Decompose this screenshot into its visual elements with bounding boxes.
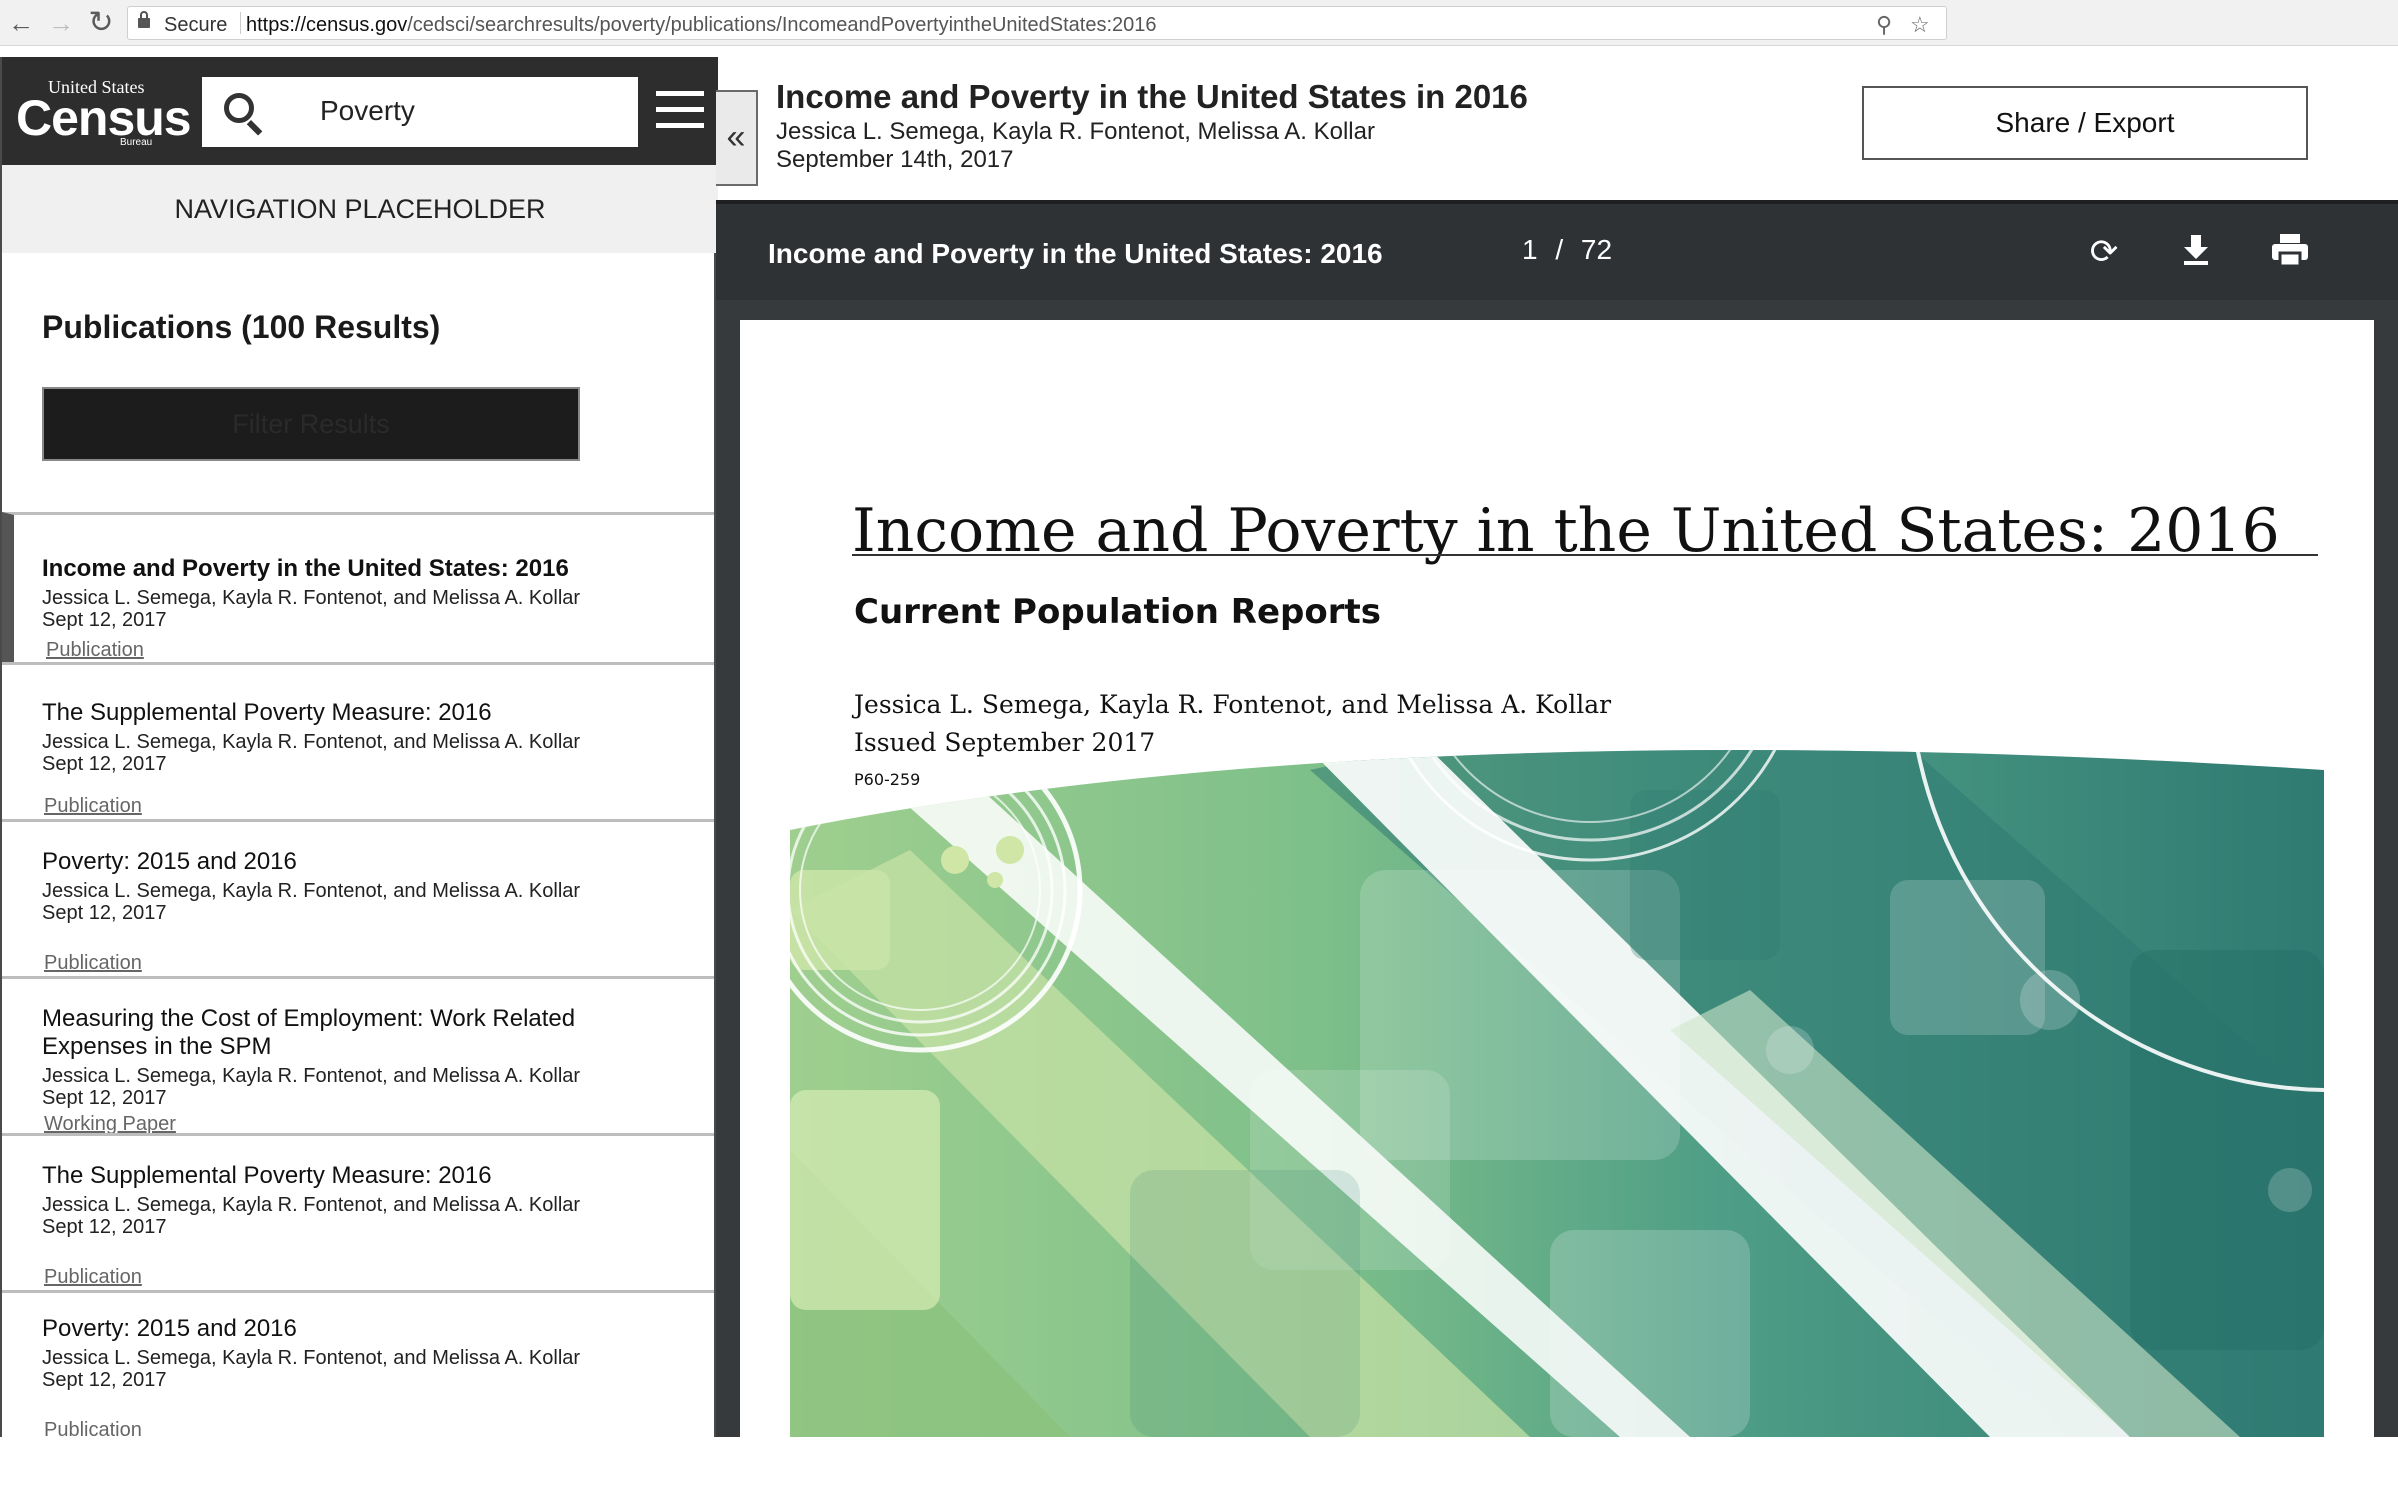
url-text[interactable]: https://census.gov/cedsci/searchresults/… <box>246 14 1157 37</box>
back-icon[interactable]: ← <box>8 8 34 38</box>
cover-artwork <box>790 750 2324 1437</box>
title-rule <box>852 554 2318 556</box>
result-title[interactable]: Poverty: 2015 and 2016 <box>42 1315 297 1342</box>
print-icon[interactable] <box>2270 232 2310 272</box>
site-header: United States Census Bureau Poverty <box>2 57 718 165</box>
search-icon[interactable] <box>224 93 254 123</box>
download-icon[interactable] <box>2176 232 2216 272</box>
collapse-panel-button[interactable]: « <box>716 90 758 186</box>
result-date: Sept 12, 2017 <box>42 1369 167 1391</box>
result-date: Sept 12, 2017 <box>42 1087 167 1109</box>
publications-heading: Publications (100 Results) <box>42 309 441 345</box>
census-logo[interactable]: United States Census Bureau <box>16 77 192 148</box>
forward-icon[interactable]: → <box>48 8 74 38</box>
bookmark-star-icon[interactable]: ☆ <box>1910 12 1930 37</box>
result-item[interactable]: The Supplemental Poverty Measure: 2016 J… <box>2 1133 714 1290</box>
filter-results-button[interactable]: Filter Results <box>42 387 580 461</box>
share-export-button[interactable]: Share / Export <box>1862 86 2308 160</box>
result-authors: Jessica L. Semega, Kayla R. Fontenot, an… <box>42 880 581 902</box>
address-bar[interactable]: Secure https://census.gov/cedsci/searchr… <box>127 6 1947 40</box>
result-item[interactable]: The Supplemental Poverty Measure: 2016 J… <box>2 662 714 819</box>
pdf-viewer: Income and Poverty in the United States:… <box>716 200 2398 1437</box>
total-pages: 72 <box>1580 234 1613 265</box>
result-item[interactable]: Poverty: 2015 and 2016 Jessica L. Semega… <box>2 1290 714 1437</box>
result-type-link[interactable]: Publication <box>44 1266 142 1288</box>
result-authors: Jessica L. Semega, Kayla R. Fontenot, an… <box>42 1194 581 1216</box>
reload-icon[interactable]: ↻ <box>88 6 114 39</box>
document-subtitle: Current Population Reports <box>854 592 1381 632</box>
result-authors: Jessica L. Semega, Kayla R. Fontenot, an… <box>42 1065 581 1087</box>
result-type-link[interactable]: Publication <box>46 639 144 661</box>
result-authors: Jessica L. Semega, Kayla R. Fontenot, an… <box>42 587 581 609</box>
secure-label: Secure <box>164 14 228 36</box>
browser-toolbar: ← → ↻ Secure https://census.gov/cedsci/s… <box>0 0 2398 46</box>
result-type-link[interactable]: Publication <box>44 1419 142 1437</box>
logo-line-bureau: Bureau <box>120 137 153 148</box>
result-date: Sept 12, 2017 <box>42 902 167 924</box>
lock-icon <box>138 11 150 28</box>
zoom-icon[interactable]: ⚲ <box>1876 12 1893 37</box>
search-input[interactable]: Poverty <box>202 77 638 147</box>
pdf-page: Income and Poverty in the United States:… <box>740 320 2374 1437</box>
publication-date: September 14th, 2017 <box>776 146 1014 173</box>
result-title[interactable]: Poverty: 2015 and 2016 <box>42 848 297 875</box>
result-date: Sept 12, 2017 <box>42 753 167 775</box>
result-title[interactable]: Income and Poverty in the United States:… <box>42 555 569 582</box>
result-authors: Jessica L. Semega, Kayla R. Fontenot, an… <box>42 1347 581 1369</box>
url-host: https://census.gov <box>246 14 408 36</box>
result-type-link[interactable]: Working Paper <box>44 1113 176 1135</box>
document-issued: Issued September 2017 <box>854 728 1156 757</box>
url-divider <box>240 12 241 34</box>
page-separator: / <box>1555 234 1564 265</box>
rotate-icon[interactable]: ⟳ <box>2089 233 2119 271</box>
navigation-placeholder: NAVIGATION PLACEHOLDER <box>2 165 718 253</box>
result-type-link[interactable]: Publication <box>44 952 142 974</box>
logo-line-united-states: United States <box>48 77 145 97</box>
result-date: Sept 12, 2017 <box>42 1216 167 1238</box>
search-results-panel: United States Census Bureau Poverty NAVI… <box>0 57 718 1437</box>
result-title[interactable]: The Supplemental Poverty Measure: 2016 <box>42 699 492 726</box>
url-path: /cedsci/searchresults/poverty/publicatio… <box>407 14 1157 36</box>
publication-authors: Jessica L. Semega, Kayla R. Fontenot, Me… <box>776 118 1375 145</box>
result-item[interactable]: Income and Poverty in the United States:… <box>2 512 714 662</box>
result-authors: Jessica L. Semega, Kayla R. Fontenot, an… <box>42 731 581 753</box>
result-item[interactable]: Measuring the Cost of Employment: Work R… <box>2 976 714 1135</box>
result-date: Sept 12, 2017 <box>42 609 167 631</box>
search-value: Poverty <box>320 95 415 126</box>
result-item[interactable]: Poverty: 2015 and 2016 Jessica L. Semega… <box>2 819 714 976</box>
logo-line-census: Census <box>16 90 192 146</box>
result-title[interactable]: The Supplemental Poverty Measure: 2016 <box>42 1162 492 1189</box>
hamburger-menu-icon[interactable] <box>656 91 704 131</box>
result-type-link[interactable]: Publication <box>44 795 142 817</box>
page-indicator: 1 / 72 <box>1522 234 1612 266</box>
pdf-title: Income and Poverty in the United States:… <box>768 238 1383 269</box>
pdf-toolbar: Income and Poverty in the United States:… <box>716 200 2398 300</box>
current-page[interactable]: 1 <box>1522 234 1538 265</box>
publication-title: Income and Poverty in the United States … <box>776 78 1528 115</box>
document-authors: Jessica L. Semega, Kayla R. Fontenot, an… <box>854 690 1612 719</box>
double-chevron-left-icon: « <box>726 118 746 156</box>
result-title[interactable]: Measuring the Cost of Employment: Work R… <box>42 1005 576 1060</box>
document-number: P60-259 <box>854 770 921 789</box>
